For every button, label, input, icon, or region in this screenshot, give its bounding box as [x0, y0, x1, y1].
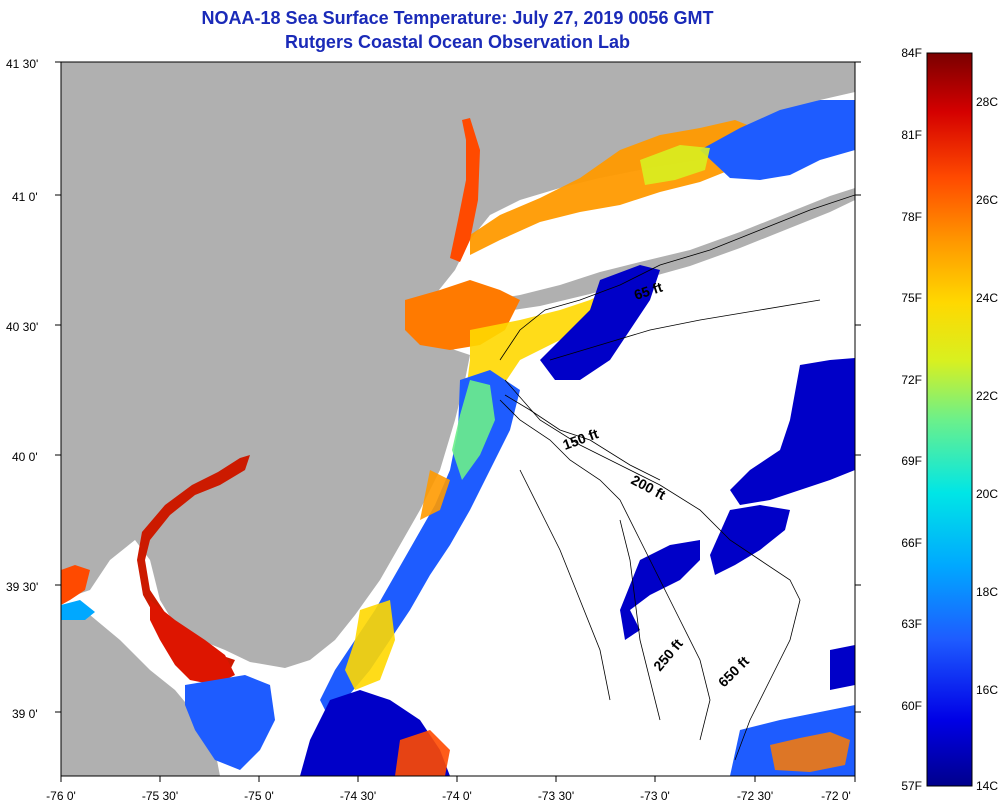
colorbar-c-label: 20C	[976, 487, 998, 501]
sst-nj-coast-orange	[420, 470, 450, 520]
sst-offshore-patch-south-warm	[770, 732, 850, 772]
colorbar-c-label: 14C	[976, 779, 998, 793]
sst-sound-east-cool	[700, 100, 855, 180]
map-subtitle: Rutgers Coastal Ocean Observation Lab	[284, 32, 631, 52]
colorbar-f-label: 72F	[901, 373, 922, 387]
colorbar-c-label: 26C	[976, 193, 998, 207]
lat-tick-label: 41 0'	[12, 190, 38, 204]
sst-shelf-cold-north	[540, 265, 660, 380]
map-title: NOAA-18 Sea Surface Temperature: July 27…	[201, 8, 714, 28]
lat-tick-label: 41 30'	[6, 57, 38, 71]
lat-tick-label: 39 30'	[6, 580, 38, 594]
sst-offshore-patch-center	[710, 505, 790, 575]
bathymetry-contours	[499, 194, 855, 761]
sst-delaware-bay	[150, 600, 235, 685]
color-bar-gradient	[926, 52, 973, 787]
land-long-island	[490, 188, 855, 312]
sst-offshore-patch-southwest	[620, 540, 700, 640]
lat-tick-label: 40 30'	[6, 320, 38, 334]
colorbar-c-label: 18C	[976, 585, 998, 599]
map-border	[60, 61, 856, 777]
colorbar-f-label: 57F	[901, 779, 922, 793]
lon-tick-label: -74 30'	[340, 789, 376, 803]
sst-offshore-patch-east	[730, 358, 855, 505]
lon-tick-label: -75 0'	[244, 789, 274, 803]
colorbar-c-label: 22C	[976, 389, 998, 403]
lon-tick-label: -72 0'	[821, 789, 851, 803]
colorbar-f-label: 75F	[901, 291, 922, 305]
lat-tick-label: 39 0'	[12, 707, 38, 721]
sst-nj-coast-mixed	[452, 380, 495, 480]
sst-south-coast-warm	[395, 730, 450, 776]
sst-chesapeake-edge	[61, 565, 90, 605]
lon-tick-label: -74 0'	[442, 789, 472, 803]
colorbar-f-label: 78F	[901, 210, 922, 224]
sst-offshore-patch-southeast	[830, 645, 855, 690]
sst-hudson-river	[450, 118, 480, 262]
land-lower-delmarva	[61, 615, 220, 776]
colorbar-f-label: 84F	[901, 46, 922, 60]
color-bar: 84F 81F 78F 75F 72F 69F 66F 63F 60F 57F …	[901, 46, 998, 793]
sst-cape-may-warm	[345, 600, 395, 690]
land-mainland	[61, 62, 855, 668]
latitude-axis: 41 30' 41 0' 40 30' 40 0' 39 30' 39 0'	[6, 57, 861, 721]
colorbar-c-label: 24C	[976, 291, 998, 305]
longitude-axis: -76 0' -75 30' -75 0' -74 30' -74 0' -73…	[46, 776, 856, 803]
sst-sound-east-mixed	[640, 145, 710, 185]
sst-chesapeake-cool	[61, 600, 95, 620]
lon-tick-label: -76 0'	[46, 789, 76, 803]
lon-tick-label: -75 30'	[142, 789, 178, 803]
colorbar-f-label: 63F	[901, 617, 922, 631]
colorbar-f-label: 69F	[901, 454, 922, 468]
lon-tick-label: -73 0'	[640, 789, 670, 803]
colorbar-f-label: 81F	[901, 128, 922, 142]
lon-tick-label: -72 30'	[737, 789, 773, 803]
sst-delaware-bay-mouth	[185, 675, 275, 770]
colorbar-f-label: 60F	[901, 699, 922, 713]
colorbar-f-label: 66F	[901, 536, 922, 550]
colorbar-c-label: 16C	[976, 683, 998, 697]
lat-tick-label: 40 0'	[12, 450, 38, 464]
lon-tick-label: -73 30'	[538, 789, 574, 803]
colorbar-c-label: 28C	[976, 95, 998, 109]
